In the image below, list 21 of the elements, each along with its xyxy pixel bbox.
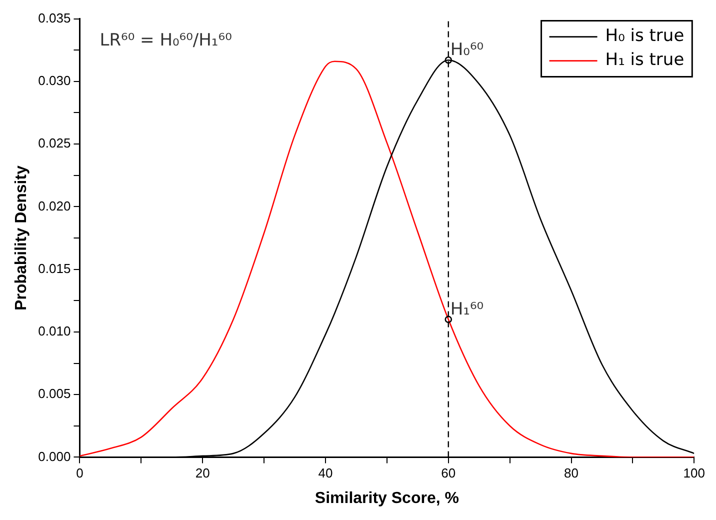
- x-tick-label: 40: [318, 466, 333, 481]
- y-tick-label: 0.035: [38, 10, 71, 26]
- y-axis-title: Probability Density: [13, 165, 30, 310]
- annotation: LR⁶⁰ = H₀⁶⁰/H₁⁶⁰: [100, 30, 232, 51]
- y-tick-label: 0.010: [38, 324, 71, 339]
- legend-label: H₁ is true: [605, 50, 684, 70]
- x-tick-label: 80: [564, 466, 579, 481]
- y-tick-label: 0.025: [38, 136, 71, 151]
- annotation: H₁⁶⁰: [450, 299, 484, 320]
- y-tick-label: 0.005: [38, 386, 71, 402]
- y-tick-label: 0.030: [38, 73, 71, 88]
- x-tick-label: 60: [441, 466, 456, 481]
- y-tick-label: 0.015: [38, 260, 71, 276]
- legend-label: H₀ is true: [605, 26, 684, 46]
- x-tick-label: 20: [195, 466, 210, 481]
- x-axis-title: Similarity Score, %: [314, 490, 459, 507]
- text: 0.000: [38, 448, 71, 464]
- x-tick-label: 0: [76, 466, 84, 481]
- x-tick-label: 100: [683, 466, 706, 481]
- y-tick-label: 0.020: [38, 198, 71, 214]
- annotation: H₀⁶⁰: [450, 40, 484, 60]
